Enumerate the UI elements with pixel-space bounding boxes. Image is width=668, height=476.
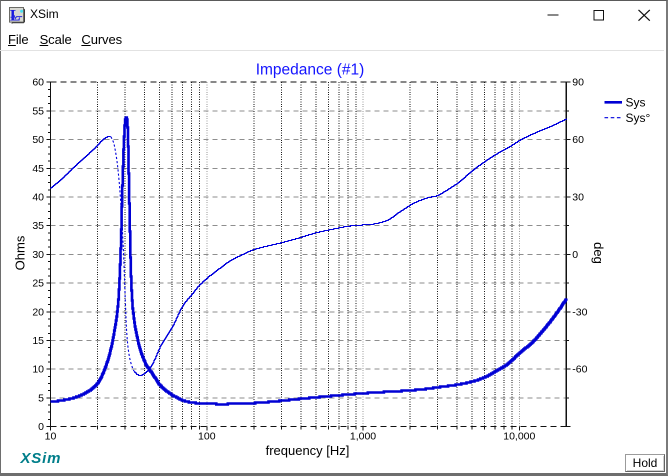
svg-text:Sys: Sys — [626, 96, 646, 110]
svg-text:Sys°: Sys° — [626, 111, 651, 125]
svg-text:L: L — [10, 7, 21, 24]
svg-text:Impedance (#1): Impedance (#1) — [256, 62, 365, 79]
svg-text:15: 15 — [32, 335, 44, 347]
svg-text:30: 30 — [572, 192, 584, 204]
svg-text:35: 35 — [32, 220, 44, 232]
svg-text:90: 90 — [572, 77, 584, 89]
svg-text:55: 55 — [32, 105, 44, 117]
svg-text:40: 40 — [32, 192, 44, 204]
svg-text:0: 0 — [38, 421, 44, 433]
svg-text:-60: -60 — [572, 364, 587, 376]
svg-text:100: 100 — [198, 431, 216, 443]
svg-text:10,000: 10,000 — [503, 431, 535, 443]
svg-text:-30: -30 — [572, 306, 587, 318]
svg-text:30: 30 — [32, 249, 44, 261]
svg-text:20: 20 — [32, 306, 44, 318]
svg-text:0: 0 — [572, 249, 578, 261]
svg-text:60: 60 — [572, 134, 584, 146]
svg-text:45: 45 — [32, 163, 44, 175]
svg-text:10: 10 — [45, 431, 57, 443]
svg-text:frequency [Hz]: frequency [Hz] — [266, 443, 350, 458]
svg-text:60: 60 — [32, 77, 44, 89]
svg-text:Ohms: Ohms — [13, 235, 28, 270]
svg-text:50: 50 — [32, 134, 44, 146]
svg-text:25: 25 — [32, 278, 44, 290]
svg-text:5: 5 — [38, 392, 44, 404]
svg-text:deg: deg — [591, 242, 606, 264]
svg-text:10: 10 — [32, 364, 44, 376]
svg-text:1,000: 1,000 — [350, 431, 376, 443]
